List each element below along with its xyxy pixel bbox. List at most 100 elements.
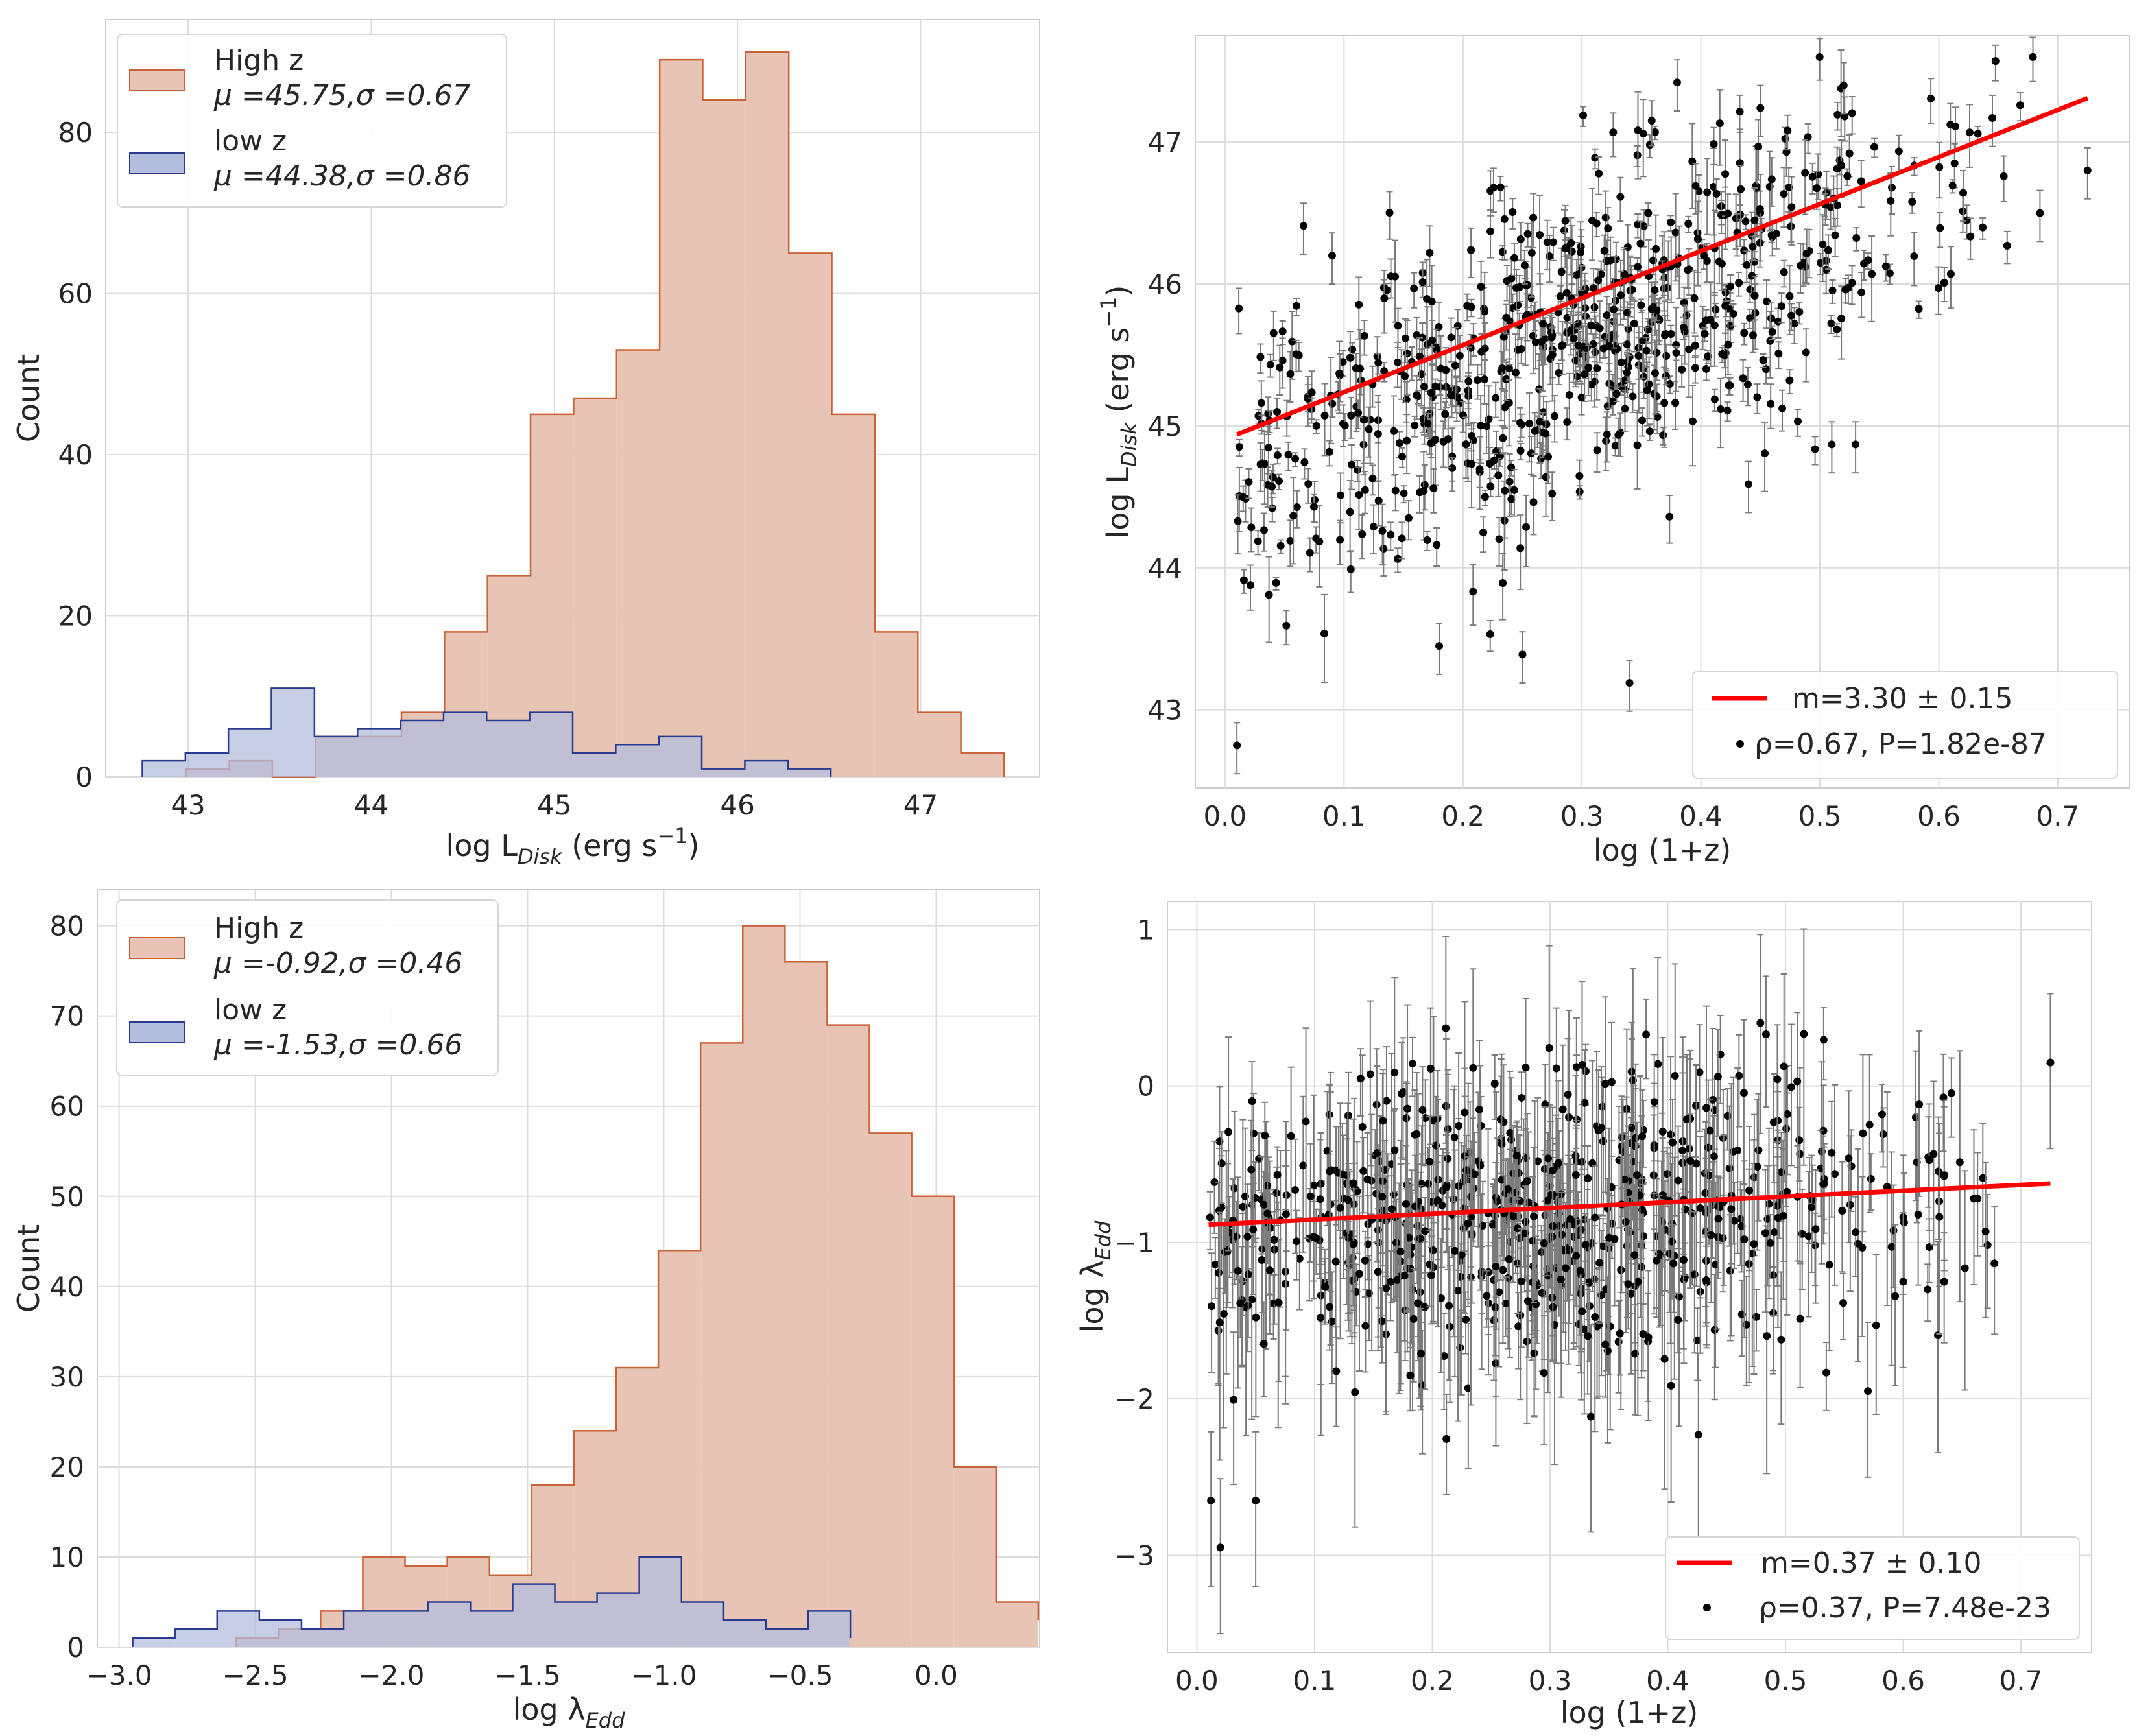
data-point bbox=[1567, 239, 1575, 247]
data-point bbox=[1988, 113, 1997, 122]
x-tick-label: 0.0 bbox=[914, 1659, 958, 1691]
histogram-bar-low-z bbox=[702, 768, 745, 777]
data-point bbox=[1750, 1240, 1758, 1248]
data-point bbox=[1548, 490, 1557, 498]
data-point bbox=[1743, 380, 1752, 388]
histogram-bar-high-z bbox=[789, 253, 832, 777]
data-point bbox=[1872, 1321, 1880, 1329]
data-point bbox=[1726, 381, 1734, 390]
data-point bbox=[1621, 405, 1629, 413]
data-point bbox=[1565, 1113, 1573, 1121]
data-point bbox=[1361, 486, 1369, 494]
data-point bbox=[1272, 1189, 1281, 1197]
data-point bbox=[1373, 352, 1381, 361]
data-point bbox=[2000, 172, 2008, 180]
data-point bbox=[1749, 243, 1757, 251]
data-point bbox=[1577, 248, 1585, 257]
data-point bbox=[1273, 407, 1282, 416]
data-point bbox=[1705, 1171, 1713, 1180]
histogram-bar-high-z bbox=[918, 712, 961, 777]
data-point bbox=[1591, 348, 1599, 356]
data-point bbox=[1565, 1246, 1573, 1255]
x-axis-label-1: log LDisk (erg s−1) bbox=[446, 824, 700, 869]
data-point bbox=[1426, 248, 1434, 257]
histogram-bar-high-z bbox=[874, 632, 918, 777]
legend-label-fit-2: m=3.30 ± 0.15 bbox=[1792, 682, 2013, 715]
histogram-bar-low-z bbox=[615, 744, 659, 777]
legend-box-3 bbox=[116, 899, 499, 1076]
data-point bbox=[1769, 1271, 1777, 1279]
data-point bbox=[1665, 379, 1674, 388]
histogram-bar-low-z bbox=[529, 712, 573, 777]
data-point bbox=[1671, 1071, 1679, 1080]
data-point bbox=[1780, 268, 1788, 276]
data-point bbox=[1689, 417, 1697, 425]
data-point bbox=[1517, 345, 1525, 353]
histogram-bar-high-z bbox=[961, 752, 1004, 777]
data-point bbox=[1522, 1217, 1530, 1226]
data-point bbox=[1268, 482, 1276, 491]
data-point bbox=[1828, 440, 1836, 449]
x-tick-label: 0.4 bbox=[1679, 800, 1723, 832]
data-point bbox=[1355, 491, 1363, 499]
data-point bbox=[1273, 1171, 1282, 1179]
data-point bbox=[1804, 1232, 1813, 1241]
data-point bbox=[1772, 230, 1780, 238]
data-point bbox=[1740, 329, 1749, 337]
data-point bbox=[1710, 321, 1719, 329]
data-point bbox=[1602, 436, 1610, 445]
y-tick-label: 43 bbox=[1148, 695, 1182, 726]
data-point bbox=[1410, 284, 1418, 292]
histogram-bar-high-z bbox=[743, 925, 785, 1647]
histogram-bar-low-z bbox=[443, 712, 487, 777]
data-point bbox=[1634, 351, 1643, 360]
data-point bbox=[1642, 1030, 1651, 1039]
data-point bbox=[1489, 184, 1498, 192]
histogram-bar-low-z bbox=[301, 1629, 344, 1647]
y-tick-label: 20 bbox=[58, 600, 93, 632]
data-point bbox=[1830, 1170, 1839, 1178]
data-point bbox=[1819, 1036, 1828, 1044]
data-point bbox=[1501, 486, 1509, 495]
data-point bbox=[1426, 1064, 1435, 1073]
legend-swatch-low-z-1 bbox=[129, 152, 185, 174]
data-point bbox=[1224, 1128, 1233, 1136]
data-point bbox=[1845, 149, 1854, 158]
data-point bbox=[1613, 345, 1621, 353]
data-point bbox=[1712, 305, 1720, 314]
data-point bbox=[1293, 503, 1301, 512]
data-point bbox=[1545, 1044, 1553, 1052]
data-point bbox=[1270, 1235, 1278, 1244]
panel-disk-luminosity-vs-redshift: 0.0 0.1 0.2 0.3 0.4 0.5 0.6 0.7 43 44 45 46 47 log (… bbox=[1096, 35, 2130, 868]
data-point bbox=[1374, 430, 1382, 438]
x-tick-label: 0.0 bbox=[1203, 800, 1247, 832]
x-tick-label: −3.0 bbox=[86, 1659, 152, 1691]
data-point bbox=[1611, 442, 1619, 450]
legend-stats-low-z-1: μ =44.38,σ =0.86 bbox=[213, 160, 471, 193]
data-point bbox=[1600, 246, 1608, 255]
x-tick-label: 44 bbox=[354, 789, 388, 821]
data-point bbox=[1701, 1189, 1710, 1197]
data-point bbox=[1420, 481, 1429, 489]
data-point bbox=[1507, 274, 1516, 283]
data-point bbox=[1672, 348, 1680, 357]
data-point bbox=[1274, 1298, 1283, 1307]
data-point bbox=[1887, 184, 1896, 192]
data-point bbox=[1844, 283, 1852, 292]
data-point bbox=[1724, 209, 1732, 218]
data-point bbox=[1477, 1268, 1486, 1276]
data-point bbox=[1570, 334, 1578, 342]
data-point bbox=[1448, 464, 1457, 472]
data-point bbox=[1315, 538, 1324, 546]
data-point bbox=[1380, 367, 1389, 375]
data-point bbox=[1661, 331, 1669, 340]
histogram-bar-low-z bbox=[428, 1602, 471, 1647]
data-point bbox=[1946, 270, 1955, 278]
data-point bbox=[1563, 418, 1571, 426]
data-point bbox=[1785, 376, 1794, 385]
data-point bbox=[1481, 493, 1489, 501]
data-point bbox=[1352, 402, 1361, 410]
data-point bbox=[1759, 356, 1767, 364]
data-point bbox=[1678, 1147, 1687, 1155]
data-point bbox=[1634, 220, 1642, 229]
